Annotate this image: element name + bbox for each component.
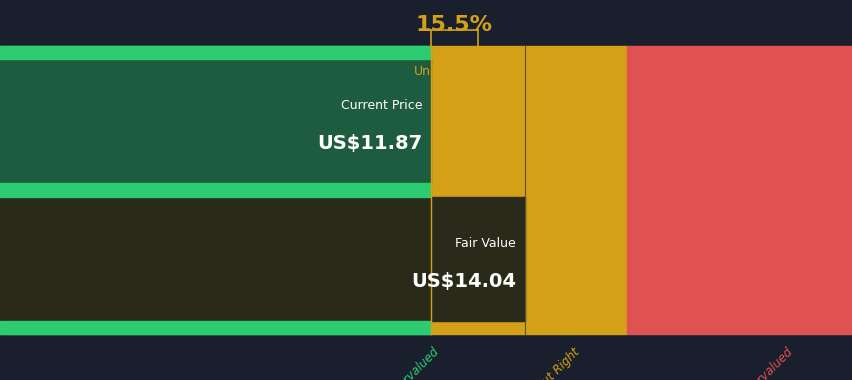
Text: Fair Value: Fair Value	[455, 237, 515, 250]
Text: 15.5%: 15.5%	[415, 15, 492, 35]
Text: US$14.04: US$14.04	[411, 272, 515, 291]
Bar	[0, 46, 430, 59]
Bar	[626, 46, 852, 334]
Text: Undervalued: Undervalued	[414, 65, 493, 78]
Text: 20% Undervalued: 20% Undervalued	[358, 346, 441, 380]
Bar	[0, 46, 430, 334]
Bar	[430, 46, 626, 334]
Bar	[0, 197, 524, 321]
Text: Current Price: Current Price	[340, 100, 422, 112]
Text: 20% Overvalued: 20% Overvalued	[716, 346, 794, 380]
Bar	[0, 321, 430, 334]
Bar	[0, 59, 430, 184]
Text: About Right: About Right	[524, 346, 582, 380]
Text: US$11.87: US$11.87	[317, 135, 422, 154]
Bar	[0, 184, 430, 197]
